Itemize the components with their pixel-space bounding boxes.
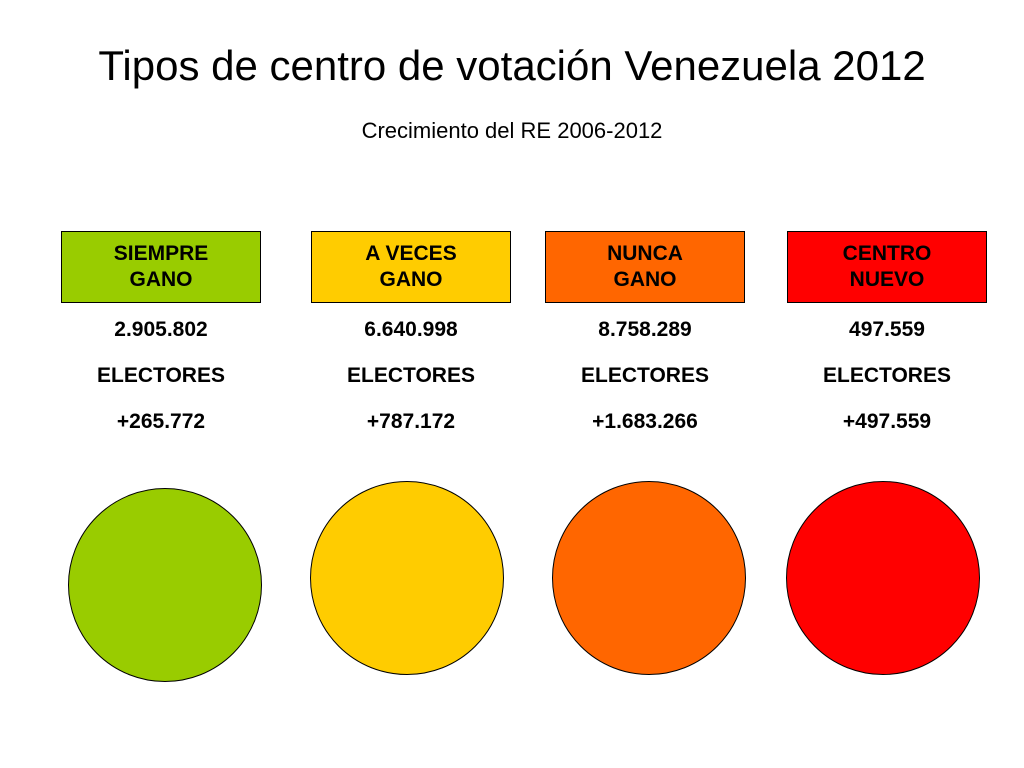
slide-subtitle: Crecimiento del RE 2006-2012	[361, 118, 663, 143]
circle-a-veces-gano	[310, 481, 504, 675]
electores-growth: +787.172	[366, 410, 456, 433]
electores-growth: +1.683.266	[592, 410, 698, 433]
circle-nunca-gano	[552, 481, 746, 675]
category-label-line1: CENTRO	[842, 242, 932, 265]
circle-centro-nuevo	[786, 481, 980, 675]
electores-count: 497.559	[849, 318, 925, 341]
category-label-line2: GANO	[129, 268, 193, 291]
category-label-line2: GANO	[613, 268, 677, 291]
category-box-siempre-gano: SIEMPRE GANO	[61, 231, 261, 303]
category-box-a-veces-gano: A VECES GANO	[311, 231, 511, 303]
electores-unit: ELECTORES	[581, 364, 709, 387]
category-label-line2: GANO	[379, 268, 443, 291]
electores-count: 8.758.289	[598, 318, 692, 341]
electores-growth: +497.559	[842, 410, 932, 433]
category-box-centro-nuevo: CENTRO NUEVO	[787, 231, 987, 303]
category-label-line1: A VECES	[365, 242, 457, 265]
category-label-line1: SIEMPRE	[113, 242, 209, 265]
category-a-veces-gano: A VECES GANO 6.640.998 ELECTORES +787.17…	[311, 231, 511, 434]
category-label-line2: NUEVO	[849, 268, 925, 291]
electores-unit: ELECTORES	[823, 364, 951, 387]
category-nunca-gano: NUNCA GANO 8.758.289 ELECTORES +1.683.26…	[545, 231, 745, 434]
electores-count: 6.640.998	[364, 318, 458, 341]
category-centro-nuevo: CENTRO NUEVO 497.559 ELECTORES +497.559	[787, 231, 987, 434]
electores-growth: +265.772	[116, 410, 206, 433]
electores-count: 2.905.802	[114, 318, 208, 341]
electores-unit: ELECTORES	[97, 364, 225, 387]
electores-unit: ELECTORES	[347, 364, 475, 387]
circle-siempre-gano	[68, 488, 262, 682]
category-label-line1: NUNCA	[607, 242, 683, 265]
slide-title: Tipos de centro de votación Venezuela 20…	[98, 42, 926, 89]
category-box-nunca-gano: NUNCA GANO	[545, 231, 745, 303]
category-siempre-gano: SIEMPRE GANO 2.905.802 ELECTORES +265.77…	[61, 231, 261, 434]
